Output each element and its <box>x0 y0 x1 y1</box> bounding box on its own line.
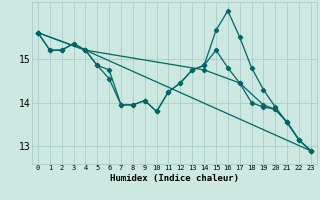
X-axis label: Humidex (Indice chaleur): Humidex (Indice chaleur) <box>110 174 239 183</box>
